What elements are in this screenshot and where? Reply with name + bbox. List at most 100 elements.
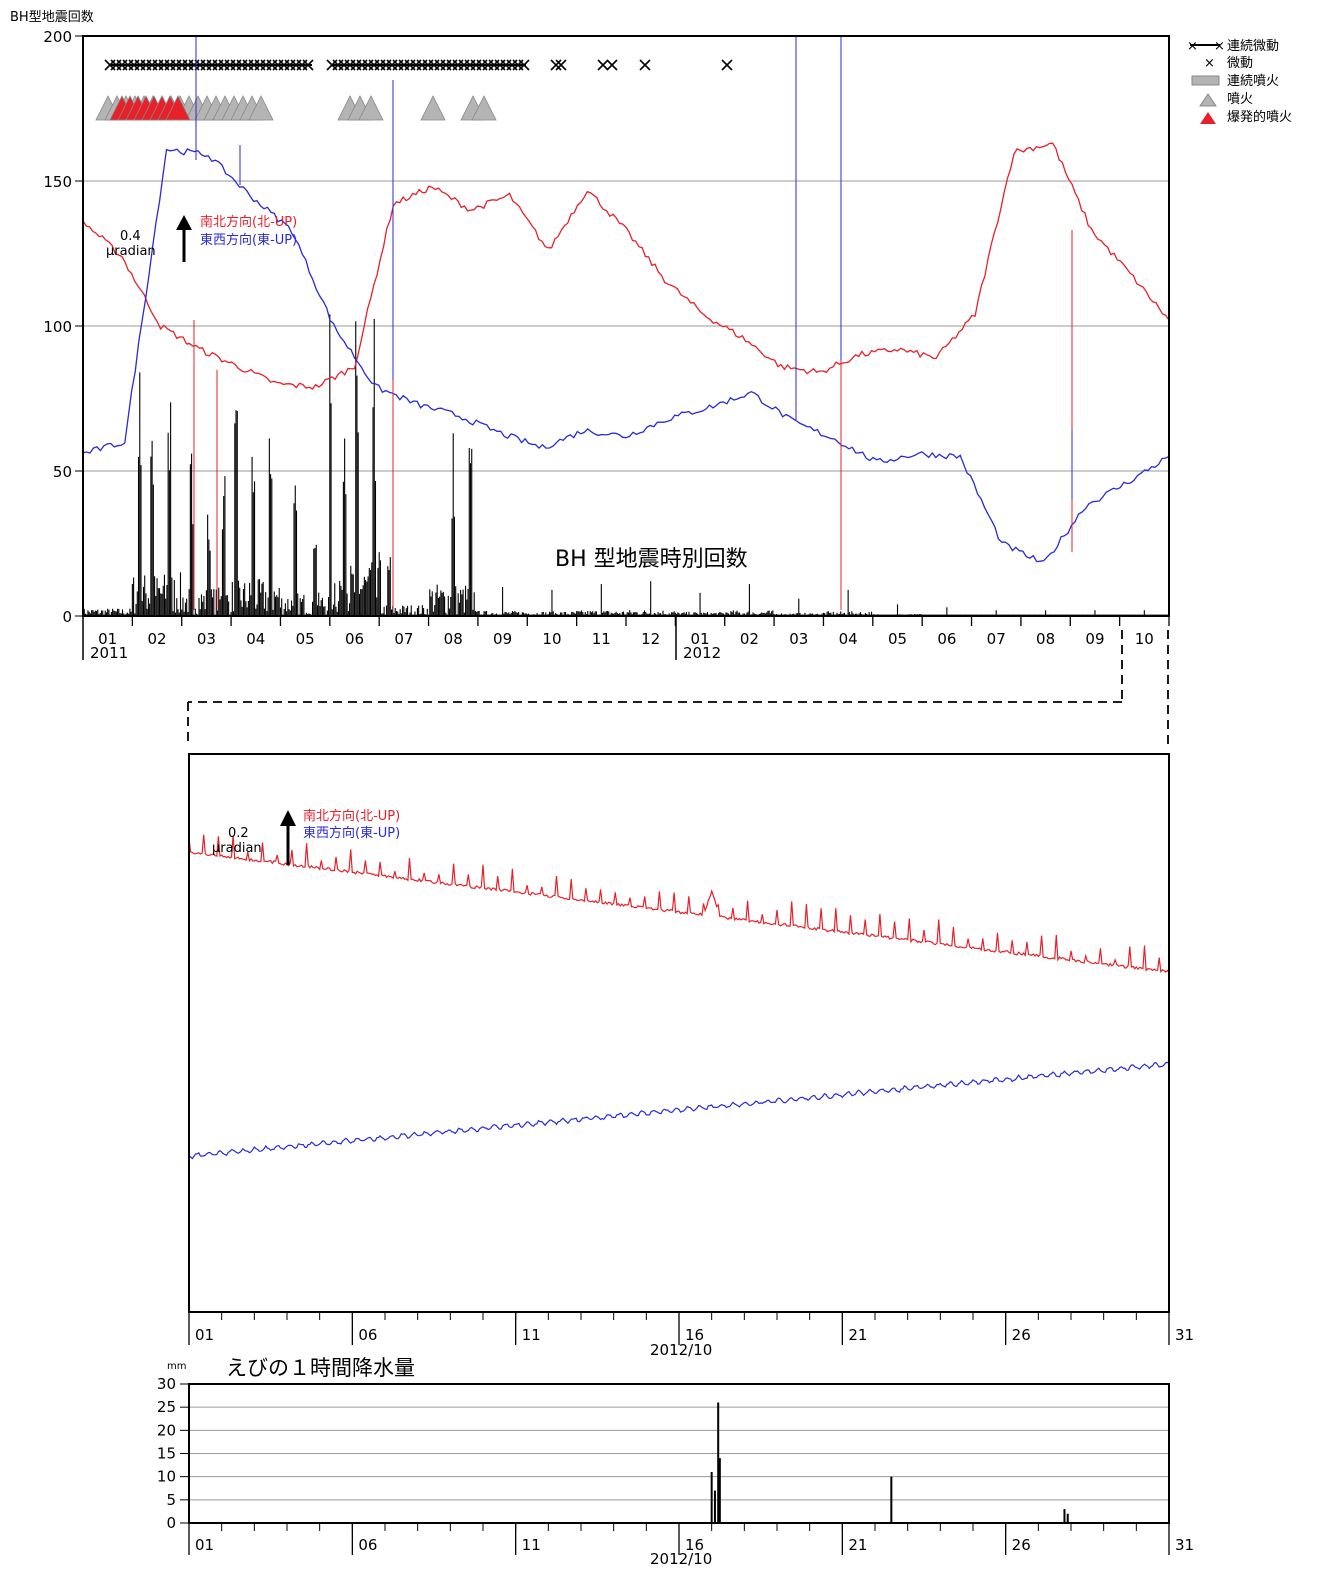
month-tick-9: 10 (542, 630, 561, 648)
rain-bar (890, 1476, 893, 1523)
ns-direction-label: 南北方向(北-UP) (200, 214, 297, 230)
rain-day-tick-06: 06 (358, 1536, 377, 1554)
mid-ew-tilt-series (188, 1061, 1170, 1160)
y-tick-150: 150 (43, 173, 72, 191)
top-chart: BH型地震回数 200 150 100 50 0 (10, 10, 1292, 662)
eruption-markers (95, 95, 497, 121)
month-tick-7: 08 (444, 630, 463, 648)
bh-quake-bars (82, 314, 1169, 616)
ew-tilt-series (82, 148, 1170, 563)
rain-day-tick-21: 21 (848, 1536, 867, 1554)
rain-period-label: 2012/10 (650, 1550, 712, 1568)
eruption-marker (248, 95, 274, 121)
rain-bars (710, 1402, 1069, 1523)
day-tick-06: 06 (358, 1326, 377, 1344)
event-markers (193, 36, 1073, 610)
svg-text:×: × (1204, 56, 1215, 71)
svg-text:×: × (1214, 39, 1225, 54)
month-tick-19: 08 (1036, 630, 1055, 648)
month-tick-10: 11 (592, 630, 611, 648)
month-tick-1: 02 (147, 630, 166, 648)
tremor-markers (104, 59, 733, 71)
rain-y-tick-15: 15 (157, 1445, 176, 1463)
top-y-axis-title: BH型地震回数 (10, 10, 94, 25)
legend-explosive-eruption: 爆発的噴火 (1227, 109, 1292, 125)
legend-eruption: 噴火 (1227, 92, 1253, 107)
year-label-2011: 2011 (90, 644, 128, 662)
ew-direction-label: 東西方向(東-UP) (200, 232, 297, 248)
legend-continuous-eruption: 連続噴火 (1227, 74, 1279, 89)
rain-chart: mm えびの１時間降水量 30 25 20 15 10 5 0 01 06 11 16 21 26 31… (157, 1356, 1194, 1568)
mid-ns-tilt-series (188, 834, 1170, 973)
mid-ew-direction-label: 東西方向(東-UP) (303, 825, 400, 841)
day-tick-11: 11 (522, 1326, 541, 1344)
month-tick-6: 07 (394, 630, 413, 648)
year-label-2012: 2012 (683, 644, 721, 662)
month-tick-8: 09 (493, 630, 512, 648)
rain-chart-title: えびの１時間降水量 (226, 1356, 415, 1380)
month-tick-11: 12 (641, 630, 660, 648)
rain-bar (710, 1472, 713, 1523)
rain-y-tick-25: 25 (157, 1398, 176, 1416)
month-tick-5: 06 (345, 630, 364, 648)
mid-ns-direction-label: 南北方向(北-UP) (303, 808, 400, 824)
month-tick-17: 06 (937, 630, 956, 648)
rain-day-tick-16: 16 (685, 1536, 704, 1554)
rain-bar (717, 1402, 720, 1523)
rain-y-tick-10: 10 (157, 1468, 176, 1486)
top-scale-indicator: 0.4 μradian 南北方向(北-UP) 東西方向(東-UP) (106, 214, 297, 262)
day-tick-21: 21 (848, 1326, 867, 1344)
rain-y-tick-30: 30 (157, 1375, 176, 1393)
month-tick-15: 04 (839, 630, 858, 648)
svg-text:0.2: 0.2 (228, 826, 249, 841)
rain-day-tick-26: 26 (1012, 1536, 1031, 1554)
eruption-marker (420, 95, 446, 121)
month-tick-16: 05 (888, 630, 907, 648)
month-tick-13: 02 (740, 630, 759, 648)
rain-y-tick-5: 5 (166, 1491, 176, 1509)
legend: × × 連続微動 × 微動 連続噴火 噴火 爆発的噴火 (1187, 39, 1292, 125)
y-tick-50: 50 (53, 463, 72, 481)
month-tick-2: 03 (197, 630, 216, 648)
y-tick-0: 0 (62, 608, 72, 626)
rain-bar (1066, 1513, 1069, 1523)
svg-text:0.4: 0.4 (120, 229, 141, 244)
rain-unit-label: mm (167, 1361, 186, 1372)
month-tick-20: 09 (1085, 630, 1104, 648)
mid-chart: 0.2 μradian 南北方向(北-UP) 東西方向(東-UP) 01 06 11… (188, 753, 1194, 1359)
top-x-axis: 01 02 03 04 05 06 07 08 09 10 11 12 01 02 03 04 05 06 07 08… (98, 616, 1170, 648)
month-tick-0: 01 (98, 630, 117, 648)
day-tick-16: 16 (685, 1326, 704, 1344)
rain-bar (1063, 1509, 1066, 1523)
day-tick-26: 26 (1012, 1326, 1031, 1344)
svg-text:×: × (1187, 39, 1198, 54)
month-tick-12: 01 (690, 630, 709, 648)
legend-tremor: 微動 (1227, 56, 1253, 71)
month-tick-21: 10 (1135, 630, 1154, 648)
bar-caption: BH 型地震時別回数 (555, 547, 748, 572)
y-tick-100: 100 (43, 318, 72, 336)
eruption-marker (471, 95, 497, 121)
rain-day-tick-01: 01 (195, 1536, 214, 1554)
mid-x-axis: 01 06 11 16 21 26 31 (188, 1312, 1194, 1345)
month-tick-18: 07 (987, 630, 1006, 648)
mid-scale-indicator: 0.2 μradian 南北方向(北-UP) 東西方向(東-UP) (212, 808, 400, 865)
zoom-connector (187, 630, 1169, 745)
day-tick-31: 31 (1175, 1326, 1194, 1344)
rain-bar (718, 1458, 721, 1523)
month-tick-4: 05 (296, 630, 315, 648)
eruption-marker (358, 95, 384, 121)
y-tick-200: 200 (43, 28, 72, 46)
rain-bar (713, 1490, 716, 1523)
svg-text:μradian: μradian (106, 244, 156, 259)
mid-period-label: 2012/10 (650, 1341, 712, 1359)
rain-day-tick-11: 11 (522, 1536, 541, 1554)
rain-x-axis: 01 06 11 16 21 26 31 (188, 1523, 1194, 1555)
rain-day-tick-31: 31 (1175, 1536, 1194, 1554)
rain-y-tick-0: 0 (166, 1514, 176, 1532)
month-tick-3: 04 (246, 630, 265, 648)
month-tick-14: 03 (789, 630, 808, 648)
ns-tilt-series (82, 142, 1170, 390)
legend-continuous-tremor: 連続微動 (1227, 39, 1279, 54)
